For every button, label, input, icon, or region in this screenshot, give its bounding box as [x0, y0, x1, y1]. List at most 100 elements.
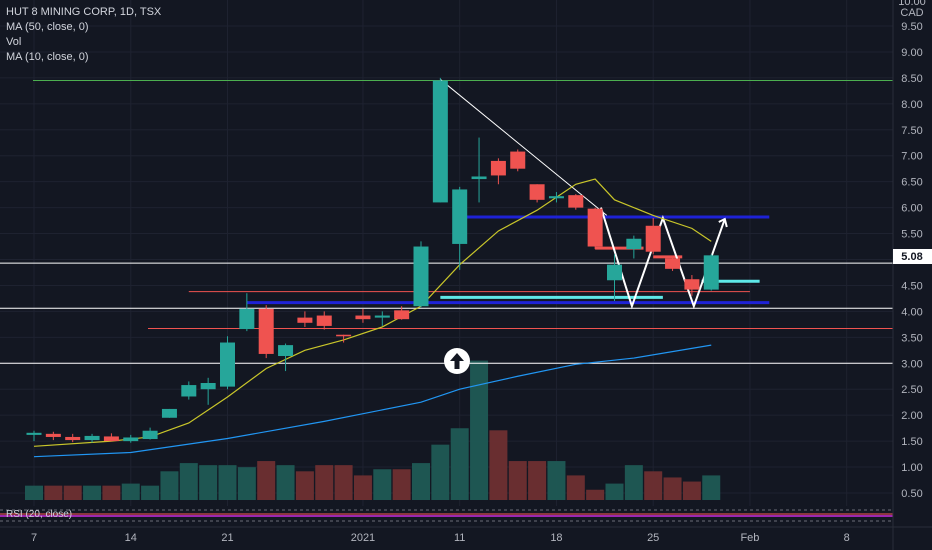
volume-bar — [25, 485, 43, 500]
candle-body — [200, 382, 216, 390]
arrow-up-button[interactable] — [444, 348, 470, 374]
trendline-down — [440, 79, 608, 216]
candle-body — [510, 151, 526, 169]
date-tick-label: 21 — [221, 532, 233, 544]
price-tick-label: 0.50 — [901, 488, 922, 500]
volume-bar — [257, 461, 276, 500]
volume-bar — [450, 428, 469, 500]
candle-body — [239, 308, 255, 330]
time-axis[interactable]: 7 14 21 2021 11 18 25 Feb 8 — [0, 526, 932, 544]
price-tick-label: 9.50 — [901, 21, 922, 33]
w-pattern-arrowhead — [718, 217, 728, 228]
volume-bar — [431, 444, 450, 500]
candle-body — [297, 317, 313, 323]
candle-body — [65, 436, 81, 441]
volume-bar — [470, 360, 489, 500]
volume-bar — [663, 477, 682, 500]
candle-body — [626, 238, 642, 250]
volume-bar — [102, 485, 121, 500]
price-tick-label: 7.00 — [901, 151, 922, 163]
volume-bar — [63, 485, 82, 500]
price-tick-label: 1.50 — [901, 436, 922, 448]
ma10-legend[interactable]: MA (10, close, 0) — [6, 51, 89, 63]
date-tick-label: 2021 — [351, 532, 375, 544]
volume-bar — [702, 475, 721, 500]
price-tick-label: 2.50 — [901, 384, 922, 396]
candle-body — [413, 246, 429, 307]
candle-body — [587, 208, 603, 247]
candle-body — [703, 255, 719, 290]
currency-top: 10.00 — [898, 0, 926, 8]
candle-body — [568, 195, 584, 208]
price-tick-label: 6.50 — [901, 177, 922, 189]
volume-bar — [160, 471, 179, 500]
candle-body — [529, 184, 545, 200]
candle-body — [665, 258, 681, 269]
price-tick-label: 8.50 — [901, 73, 922, 85]
volume-bar — [644, 471, 663, 500]
ma10-line — [33, 178, 712, 447]
currency-code: CAD — [900, 7, 923, 19]
price-tick-label: 3.00 — [901, 358, 922, 370]
price-tick-label: 2.00 — [901, 410, 922, 422]
price-tick-label: 7.50 — [901, 125, 922, 137]
candle-body — [316, 315, 332, 326]
volume-bar — [489, 430, 508, 500]
price-tick-label: 4.00 — [901, 306, 922, 318]
rsi-pane — [0, 506, 893, 526]
candle-body — [684, 279, 700, 290]
last-price-badge: 5.08 — [893, 249, 932, 264]
volume-bar — [373, 469, 392, 500]
candle-body — [452, 189, 468, 244]
volume-bar — [508, 461, 527, 500]
ma50-legend[interactable]: MA (50, close, 0) — [6, 21, 89, 33]
date-tick-label: 11 — [454, 532, 465, 544]
volume-bar — [624, 465, 643, 500]
candle-body — [161, 408, 177, 418]
vol-legend[interactable]: Vol — [6, 36, 22, 48]
date-tick-label: 7 — [31, 532, 37, 544]
candles — [26, 77, 719, 443]
price-tick-label: 1.00 — [901, 462, 922, 474]
last-price-text: 5.08 — [901, 251, 922, 263]
price-tick-label: 3.50 — [901, 332, 922, 344]
candle-body — [336, 334, 352, 337]
volume-bar — [605, 483, 624, 500]
volume-bar — [83, 485, 102, 500]
date-tick-label: 14 — [125, 532, 137, 544]
volume-bar — [547, 461, 566, 500]
volume-bar — [528, 461, 547, 500]
price-tick-label: 8.00 — [901, 99, 922, 111]
rsi-legend[interactable]: RSI (20, close) — [6, 509, 73, 520]
candle-body — [471, 176, 487, 180]
candle-body — [84, 435, 100, 441]
candle-body — [278, 345, 294, 357]
candle-body — [123, 437, 139, 442]
volume-bar — [218, 465, 237, 500]
volume-bar — [141, 485, 160, 500]
volume-bar — [121, 483, 140, 500]
candle-body — [220, 342, 235, 387]
candle-body — [45, 433, 61, 437]
price-tick-label: 9.00 — [901, 47, 922, 59]
ma50-line — [33, 344, 712, 458]
candle-body — [490, 160, 506, 176]
volume-bar — [295, 471, 314, 500]
volume-bar — [392, 469, 411, 500]
volume-bar — [276, 465, 295, 500]
candle-body — [645, 225, 661, 252]
price-axis[interactable]: 0.501.001.502.002.503.003.504.004.505.00… — [892, 0, 923, 550]
candle-body — [374, 315, 390, 318]
date-tick-label: 8 — [844, 532, 850, 544]
price-tick-label: 6.00 — [901, 203, 922, 215]
volume-bar — [237, 467, 256, 500]
volume-bars — [25, 360, 721, 500]
date-tick-label: 25 — [647, 532, 659, 544]
arrow-up-icon — [450, 353, 464, 369]
symbol-title[interactable]: HUT 8 MINING CORP, 1D, TSX — [6, 6, 162, 18]
volume-bar — [315, 465, 334, 500]
volume-bar — [179, 463, 198, 500]
volume-bar — [682, 481, 701, 500]
candle-body — [394, 310, 410, 320]
